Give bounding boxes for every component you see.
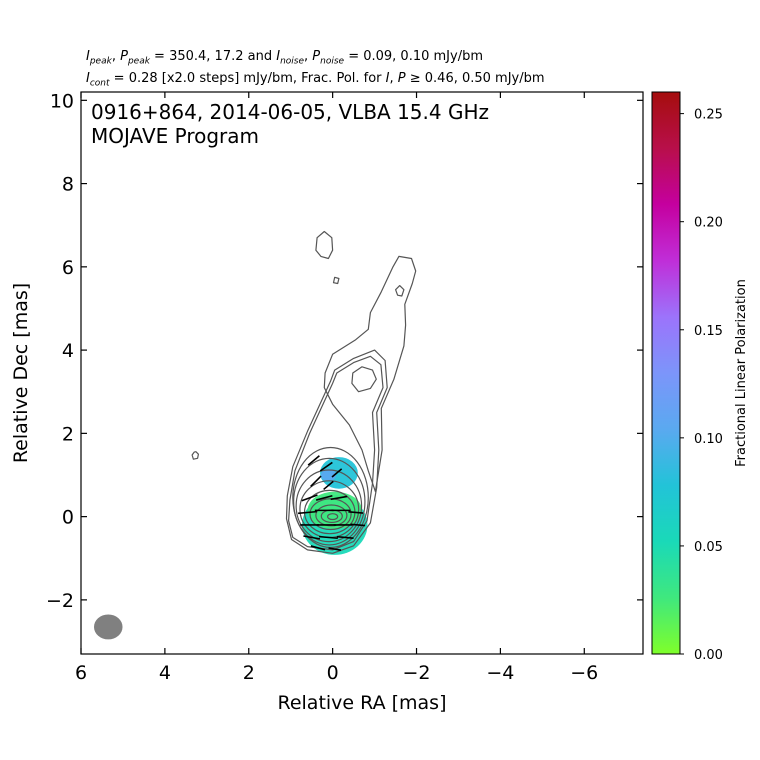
evpa-stick xyxy=(348,511,364,514)
plot-frame xyxy=(80,91,644,655)
colorbar-tick-label: 0.00 xyxy=(694,648,723,663)
i-symbol: I xyxy=(385,71,390,86)
y-axis-label: Relative Dec [mas] xyxy=(10,283,32,463)
p-symbol: P xyxy=(397,71,406,86)
header-line-1: Ipeak, Ppeak = 350.4, 17.2 and Inoise, P… xyxy=(86,49,483,67)
colorbar-ramp xyxy=(651,91,681,655)
evpa-stick xyxy=(350,523,366,527)
intensity-contour xyxy=(288,355,384,551)
noise-subscript: noise xyxy=(280,56,305,67)
y-tick-label: 10 xyxy=(50,90,74,112)
evpa-stick xyxy=(298,510,317,515)
y-tick-label: 8 xyxy=(62,174,74,196)
x-tick-label: −4 xyxy=(486,662,514,684)
beam-layer xyxy=(94,614,123,640)
evpa-stick xyxy=(315,494,333,501)
x-tick-label: −2 xyxy=(403,662,431,684)
cont-text: = 0.28 [x2.0 steps] mJy/bm, Frac. Pol. f… xyxy=(109,71,386,86)
core-contour xyxy=(292,446,369,549)
ppeak-subscript: peak xyxy=(127,56,150,67)
colorbar-tick-label: 0.10 xyxy=(694,432,723,447)
y-tick-label: 4 xyxy=(62,340,74,362)
y-tick-label: −2 xyxy=(46,590,74,612)
polarization-region xyxy=(320,468,336,482)
colorbar: 0.00 0.05 0.10 0.15 0.20 0.25 Fractional Line… xyxy=(651,91,749,663)
x-tick-label: 0 xyxy=(327,662,339,684)
intensity-contour xyxy=(351,366,377,393)
core-contour xyxy=(293,457,366,546)
evpa-stick xyxy=(331,468,343,478)
peak-symbol: I xyxy=(86,49,90,64)
x-axis-label: Relative RA [mas] xyxy=(277,692,446,714)
y-tick-label: 6 xyxy=(62,257,74,279)
cont-symbol: I xyxy=(86,71,90,86)
evpa-stick xyxy=(301,494,318,502)
y-tick-label: 2 xyxy=(62,423,74,445)
colorbar-tick-label: 0.15 xyxy=(694,324,723,339)
evpa-stick xyxy=(310,475,322,487)
intensity-contour xyxy=(395,285,405,297)
cont-subscript: cont xyxy=(89,78,110,89)
x-tick-label: −6 xyxy=(570,662,598,684)
evpa-stick xyxy=(323,480,334,491)
peak-values: = 350.4, 17.2 and xyxy=(149,49,277,64)
evpa-sticks xyxy=(298,455,366,551)
core-contour xyxy=(327,513,339,521)
core-contour xyxy=(309,498,352,531)
peak-subscript: peak xyxy=(89,56,112,67)
chart-title: 0916+864, 2014-06-05, VLBA 15.4 GHz xyxy=(91,100,489,124)
y-tick-label: 0 xyxy=(62,507,74,529)
colorbar-tick-label: 0.05 xyxy=(694,540,723,555)
noise-values: = 0.09, 0.10 mJy/bm xyxy=(344,49,483,64)
pnoise-symbol: P xyxy=(312,49,321,64)
contour-layer xyxy=(191,230,417,554)
ppeak-symbol: P xyxy=(120,49,128,64)
intensity-contour xyxy=(191,451,199,460)
evpa-stick xyxy=(307,455,320,466)
header-line-2: Icont = 0.28 [x2.0 steps] mJy/bm, Frac. … xyxy=(86,71,545,89)
intensity-contour xyxy=(332,276,340,285)
evpa-stick xyxy=(310,545,326,551)
colorbar-tick-label: 0.25 xyxy=(694,108,723,123)
core-contour xyxy=(295,469,363,543)
noise-symbol: I xyxy=(276,49,281,64)
evpa-stick xyxy=(318,535,338,540)
intensity-contour xyxy=(285,349,388,554)
colorbar-tick-label: 0.20 xyxy=(694,216,723,231)
colorbar-label: Fractional Linear Polarization xyxy=(734,279,749,467)
evpa-stick xyxy=(328,547,342,551)
threshold-text: ≥ 0.46, 0.50 mJy/bm xyxy=(405,71,545,86)
x-tick-label: 6 xyxy=(75,662,87,684)
x-tick-label: 4 xyxy=(159,662,171,684)
plot-area xyxy=(81,92,643,654)
evpa-stick xyxy=(336,535,354,539)
pnoise-subscript: noise xyxy=(320,56,345,67)
x-tick-label: 2 xyxy=(243,662,255,684)
core-contour xyxy=(315,504,348,527)
intensity-contour xyxy=(315,230,334,260)
evpa-stick xyxy=(330,495,348,501)
axis-ticks: 6 4 2 0 −2 −4 −6 −2 0 2 4 6 8 10 xyxy=(46,90,643,684)
intensity-contour xyxy=(323,255,417,493)
beam-ellipse xyxy=(94,614,123,640)
evpa-stick xyxy=(319,461,333,472)
chart-subtitle: MOJAVE Program xyxy=(91,124,259,148)
evpa-stick xyxy=(303,535,321,540)
